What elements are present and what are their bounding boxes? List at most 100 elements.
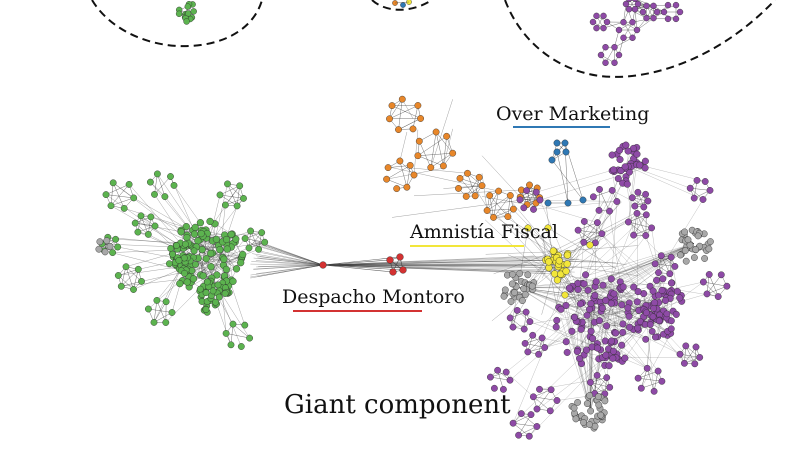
network-node	[580, 218, 588, 225]
network-node	[634, 374, 642, 382]
network-node	[106, 242, 114, 250]
network-node	[530, 393, 537, 401]
network-node	[699, 196, 707, 203]
edge	[322, 264, 575, 273]
edge	[487, 208, 514, 211]
edge	[570, 243, 694, 293]
network-node	[609, 354, 617, 362]
network-node	[623, 180, 631, 188]
network-node	[667, 253, 675, 261]
network-node	[237, 343, 245, 350]
network-node	[580, 280, 588, 288]
network-node	[114, 272, 122, 279]
network-node	[229, 277, 237, 285]
network-node	[650, 14, 657, 22]
network-node	[439, 162, 447, 170]
network-node	[563, 260, 571, 268]
network-node	[146, 178, 154, 186]
network-node	[562, 267, 570, 275]
network-node	[199, 272, 207, 280]
network-node	[449, 149, 457, 157]
network-node	[703, 290, 711, 298]
edge	[206, 238, 234, 282]
network-node	[624, 304, 632, 312]
edge	[594, 322, 612, 342]
network-node	[516, 270, 524, 277]
top-right-cluster	[589, 0, 684, 66]
edge	[597, 183, 623, 223]
network-node	[577, 325, 585, 333]
network-node	[620, 19, 627, 26]
network-node	[564, 199, 572, 207]
network-node	[233, 202, 241, 210]
network-node	[197, 230, 205, 238]
network-node	[486, 192, 494, 199]
network-node	[707, 238, 714, 246]
edge	[588, 243, 694, 284]
network-node	[190, 247, 198, 255]
network-node	[595, 206, 603, 214]
network-node	[144, 305, 152, 313]
network-node	[508, 280, 516, 288]
network-node	[562, 148, 570, 156]
network-node	[692, 343, 700, 351]
network-node	[637, 384, 645, 392]
network-node	[175, 257, 183, 264]
edge	[250, 243, 324, 266]
network-node	[216, 191, 224, 199]
edge	[406, 167, 468, 174]
network-node	[134, 228, 142, 236]
network-node	[386, 115, 393, 123]
network-node	[222, 329, 230, 337]
network-node	[611, 44, 618, 51]
edge	[322, 259, 391, 266]
edge	[584, 221, 657, 281]
network-node	[538, 334, 546, 342]
network-node	[546, 407, 554, 415]
edge	[529, 357, 606, 437]
edge	[628, 197, 633, 223]
network-node	[659, 275, 667, 283]
edge	[322, 255, 535, 266]
network-node	[655, 291, 663, 299]
edge	[510, 200, 554, 252]
edge	[251, 261, 324, 266]
network-node	[536, 196, 544, 204]
network-node	[643, 309, 650, 317]
edge	[605, 300, 659, 372]
network-node	[682, 342, 690, 350]
edge	[386, 165, 411, 180]
network-node	[196, 219, 205, 227]
edge	[253, 264, 324, 270]
network-node	[553, 139, 561, 147]
network-node	[414, 152, 422, 160]
edge	[599, 189, 610, 212]
network-node	[664, 15, 672, 23]
edge	[556, 151, 569, 204]
edge	[430, 152, 453, 168]
network-node	[134, 265, 142, 273]
edge	[646, 4, 669, 7]
network-node	[184, 3, 192, 10]
edge	[153, 301, 167, 323]
network-node	[723, 282, 731, 290]
network-node	[130, 194, 138, 202]
edge	[533, 396, 551, 411]
network-node	[598, 304, 606, 312]
network-node	[650, 387, 658, 395]
edge	[105, 184, 130, 195]
network-node	[633, 209, 641, 217]
label-despacho-montoro: Despacho Montoro	[282, 286, 465, 312]
edge	[121, 269, 139, 287]
network-node	[693, 176, 701, 184]
edge	[612, 286, 624, 359]
network-node	[642, 211, 650, 219]
network-node	[499, 385, 507, 393]
edge	[708, 274, 719, 297]
network-node	[165, 260, 173, 268]
network-node	[528, 282, 536, 290]
edge	[386, 178, 408, 188]
network-node	[202, 306, 210, 313]
network-node	[658, 377, 666, 385]
network-node	[396, 253, 404, 261]
